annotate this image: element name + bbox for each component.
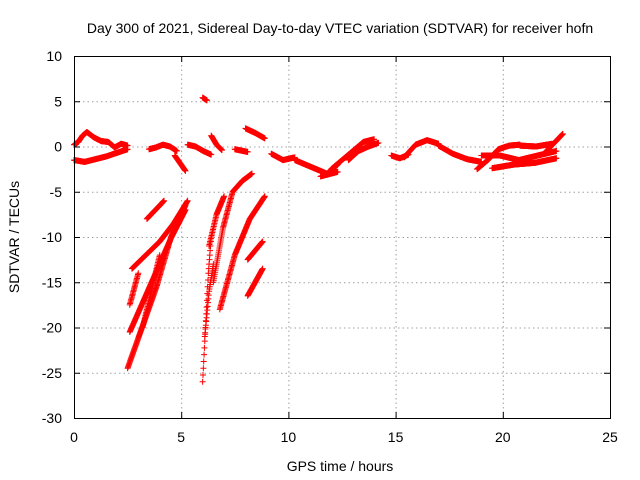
data-point [200,365,207,372]
data-point [173,148,180,155]
chart-title: Day 300 of 2021, Sidereal Day-to-day VTE… [87,20,593,36]
data-point [553,155,560,162]
data-point [221,193,228,200]
data-point [199,378,206,385]
x-tick-label: 0 [70,429,78,445]
y-tick-label: -15 [42,274,62,290]
y-tick-label: -25 [42,365,62,381]
x-tick-label: 10 [281,429,297,445]
y-tick-label: 0 [54,139,62,155]
data-point [244,148,251,155]
grid [74,56,610,418]
y-axis-label: SDTVAR / TECUs [6,181,22,293]
data-point [559,130,566,137]
axis-ticks: 0 5 10 15 20 25 -30 -25 -20 -15 -10 -5 0 5 10 [42,48,618,445]
data-point [334,168,341,175]
x-tick-label: 25 [602,429,618,445]
x-tick-label: 20 [495,429,511,445]
y-tick-label: 5 [54,93,62,109]
data-point [199,372,206,379]
data-point [259,238,266,245]
x-axis-label: GPS time / hours [287,458,394,474]
data-point [375,139,382,146]
data-point [203,304,210,311]
x-tick-label: 5 [177,429,185,445]
data-point [261,135,268,142]
data-point [203,97,210,104]
data-point [208,151,215,158]
y-tick-label: -20 [42,320,62,336]
data-point [161,197,168,204]
data-point [259,265,266,272]
y-tick-label: -10 [42,229,62,245]
data-point [201,344,208,351]
data-series [71,94,566,385]
data-point [156,252,163,259]
data-point [184,197,191,204]
data-point [553,148,560,155]
data-point [124,146,131,153]
data-point [261,193,268,200]
data-point [200,358,207,365]
data-point [182,167,189,174]
data-point [218,147,225,154]
data-point [201,351,208,358]
data-point [248,170,255,177]
data-point [135,270,142,277]
x-tick-label: 15 [388,429,404,445]
y-tick-label: -5 [50,184,63,200]
y-tick-label: 10 [46,48,62,64]
y-tick-label: -30 [42,410,62,426]
data-point [371,136,378,143]
plot-frame [74,56,611,419]
